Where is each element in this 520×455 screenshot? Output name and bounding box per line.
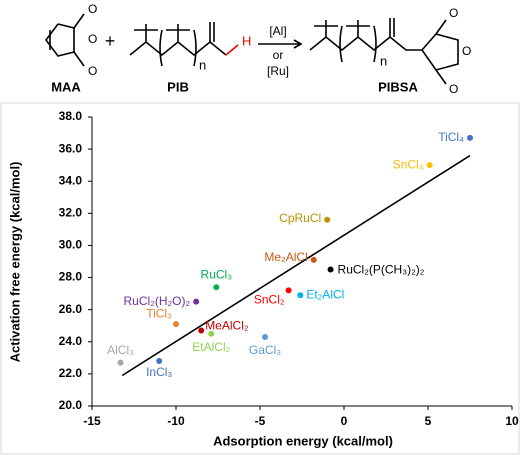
point-label: SnCl₄ bbox=[393, 157, 424, 171]
point bbox=[193, 298, 200, 305]
x-tick-label: 5 bbox=[425, 414, 432, 428]
x-tick-label: 10 bbox=[505, 414, 519, 428]
point bbox=[327, 266, 334, 273]
carbonyl bbox=[435, 69, 447, 85]
reaction-scheme: O O O MAA + H n PIB [Al] or [Ru] n bbox=[45, 2, 471, 96]
point-label: TiCl₃ bbox=[146, 306, 172, 320]
point bbox=[467, 134, 473, 141]
repeat-n: n bbox=[380, 53, 387, 68]
y-tick-label: 20.0 bbox=[59, 398, 83, 412]
carbonyl bbox=[73, 13, 85, 29]
atom-o: O bbox=[462, 44, 471, 58]
y-tick-label: 22.0 bbox=[59, 366, 83, 380]
or: or bbox=[273, 48, 284, 62]
label: PIB bbox=[167, 79, 189, 94]
point bbox=[208, 330, 215, 337]
plus: + bbox=[105, 31, 116, 51]
bracket bbox=[339, 25, 377, 63]
pib-chain bbox=[129, 40, 227, 57]
y-tick-label: 36.0 bbox=[59, 141, 83, 155]
label: MAA bbox=[51, 79, 81, 94]
bond-h bbox=[225, 44, 239, 56]
point-label: TiCl₄ bbox=[438, 130, 464, 144]
y-tick-label: 28.0 bbox=[59, 270, 83, 284]
repeat-n: n bbox=[199, 57, 206, 72]
point-label: MeAlCl₂ bbox=[205, 319, 249, 333]
x-tick-label: -5 bbox=[255, 414, 266, 428]
point bbox=[173, 321, 179, 328]
point bbox=[198, 327, 205, 334]
catalyst: [Ru] bbox=[267, 64, 289, 78]
trendline bbox=[121, 154, 471, 377]
point-label: GaCl₃ bbox=[249, 343, 281, 357]
atom-o: O bbox=[449, 6, 458, 20]
anhydride-ring bbox=[421, 33, 459, 71]
x-tick-label: -10 bbox=[167, 414, 185, 428]
point-label: RuCl₂(H₂O)₂ bbox=[124, 294, 191, 308]
pibsa-chain bbox=[309, 35, 422, 52]
y-axis-title: Activation free energy (kcal/mol) bbox=[7, 162, 22, 363]
point-label: SnCl₂ bbox=[254, 293, 285, 307]
point-label: AlCl₃ bbox=[107, 343, 134, 357]
point-label: RuCl₂(P(CH₃)₂)₂ bbox=[338, 263, 425, 277]
y-tick-label: 32.0 bbox=[59, 206, 83, 220]
bracket bbox=[159, 29, 197, 67]
point bbox=[156, 358, 163, 365]
point-label: Me₂AlCl bbox=[264, 250, 307, 264]
carbonyl bbox=[435, 19, 447, 35]
atom-o: O bbox=[449, 82, 458, 96]
point bbox=[117, 359, 124, 366]
atom-o: O bbox=[88, 2, 97, 16]
y-tick-label: 34.0 bbox=[59, 173, 83, 187]
x-tick-label: -15 bbox=[83, 414, 101, 428]
y-tick-label: 26.0 bbox=[59, 302, 83, 316]
atom-h: H bbox=[242, 33, 251, 48]
atom-o: O bbox=[88, 64, 97, 78]
point-label: EtAlCl₂ bbox=[192, 340, 230, 354]
maa-ring bbox=[45, 23, 75, 57]
label: PIBSA bbox=[378, 79, 418, 94]
atom-o: O bbox=[88, 32, 97, 46]
point bbox=[297, 292, 304, 299]
point bbox=[213, 284, 220, 291]
arrow-head bbox=[293, 39, 303, 49]
y-tick-label: 30.0 bbox=[59, 238, 83, 252]
y-tick-label: 38.0 bbox=[59, 109, 83, 123]
y-tick-label: 24.0 bbox=[59, 334, 83, 348]
point bbox=[262, 333, 269, 340]
point-label: RuCl₃ bbox=[201, 267, 233, 281]
point bbox=[310, 256, 317, 263]
point-label: InCl₃ bbox=[146, 365, 172, 379]
point bbox=[426, 162, 433, 169]
point bbox=[324, 216, 331, 223]
point bbox=[285, 287, 292, 294]
x-axis-title: Adsorption energy (kcal/mol) bbox=[213, 433, 393, 448]
point-label: CpRuCl bbox=[279, 211, 321, 225]
catalyst: [Al] bbox=[269, 24, 286, 38]
point-label: Et₂AlCl bbox=[306, 287, 344, 301]
chart-frame bbox=[0, 102, 520, 455]
x-tick-label: 0 bbox=[341, 414, 348, 428]
carbonyl bbox=[73, 51, 85, 67]
